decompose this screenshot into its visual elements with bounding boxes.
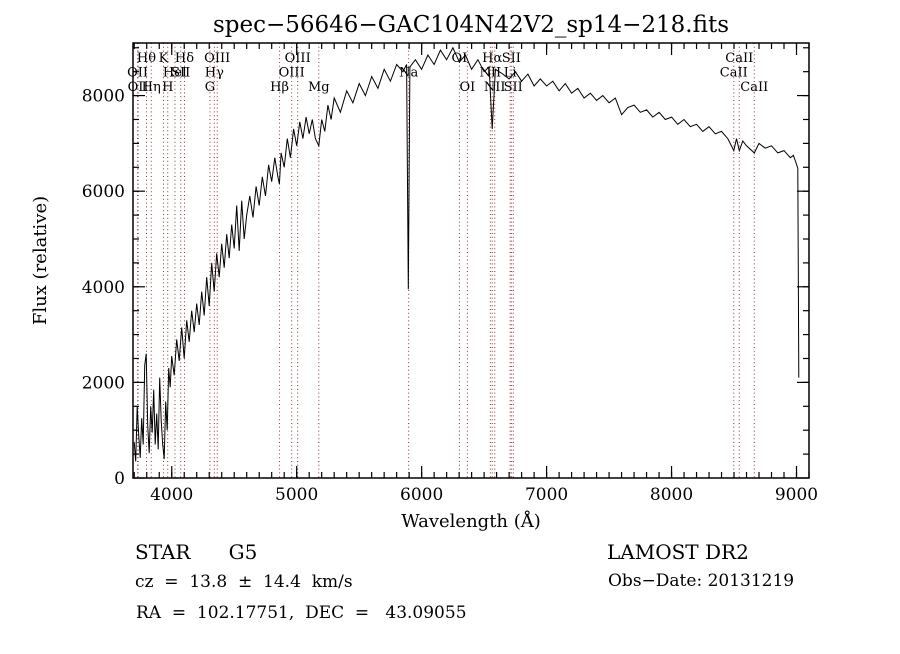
spectral-line-label: NII bbox=[480, 66, 502, 81]
chart-text: spec−56646−GAC104N42V2_sp14−218.fits Wave… bbox=[30, 12, 729, 532]
cz-velocity-label: cz = 13.8 ± 14.4 km/s bbox=[135, 572, 353, 592]
spectral-line-label: OIII bbox=[204, 51, 230, 66]
classification-label: STAR G5 bbox=[135, 540, 258, 564]
x-axis-tick-label: 7000 bbox=[525, 485, 568, 505]
spectral-line-label: OI bbox=[459, 80, 475, 95]
spectral-line-label: Hδ bbox=[175, 51, 194, 66]
x-axis-label: Wavelength (Å) bbox=[401, 510, 541, 532]
chart-title: spec−56646−GAC104N42V2_sp14−218.fits bbox=[213, 12, 729, 38]
spectral-line-label: SII bbox=[502, 51, 521, 66]
x-axis-tick-label: 9000 bbox=[775, 485, 818, 505]
spectral-line-label: OI bbox=[451, 51, 467, 66]
spectral-line-label: K bbox=[159, 51, 169, 66]
x-axis-tick-label: 6000 bbox=[400, 485, 443, 505]
spectral-line-label: H bbox=[162, 80, 173, 95]
spectral-line-label: OII bbox=[127, 66, 148, 81]
spectral-line-label: Hα bbox=[482, 51, 502, 66]
spectral-line-label: OIII bbox=[285, 51, 311, 66]
y-axis-tick-label: 8000 bbox=[82, 87, 125, 107]
ra-dec-label: RA = 102.17751, DEC = 43.09055 bbox=[136, 603, 467, 623]
y-axis-tick-label: 6000 bbox=[82, 182, 125, 202]
spectral-line-label: CaII bbox=[740, 80, 768, 95]
spectral-feature-lines bbox=[137, 43, 755, 478]
plot-frame bbox=[132, 42, 810, 479]
y-axis-tick-label: 2000 bbox=[82, 373, 125, 393]
y-axis-label: Flux (relative) bbox=[30, 196, 51, 325]
spectral-line-label: Li bbox=[504, 66, 517, 81]
x-axis-tick-label: 5000 bbox=[275, 485, 318, 505]
survey-release-label: LAMOST DR2 bbox=[607, 540, 749, 564]
x-axis-tick-label: 4000 bbox=[150, 485, 193, 505]
obs-date-label: Obs−Date: 20131219 bbox=[608, 571, 795, 591]
spectral-line-label: Hγ bbox=[205, 66, 224, 81]
spectral-line-label: Hβ bbox=[270, 80, 289, 95]
y-axis-tick-label: 4000 bbox=[82, 278, 125, 298]
spectral-line-label: OIII bbox=[279, 66, 305, 81]
spectral-line-label: SII bbox=[171, 66, 190, 81]
y-axis-tick-label: 0 bbox=[114, 469, 125, 489]
spectrum-line bbox=[133, 46, 800, 462]
spectral-line-label: SII bbox=[504, 80, 523, 95]
spectral-line-labels: OIIOIIHθHηKHHeISIIHδGHγOIIIHβOIIIOIIIMgN… bbox=[127, 51, 768, 95]
spectral-line-label: HeI bbox=[163, 66, 187, 81]
x-axis-tick-label: 8000 bbox=[650, 485, 693, 505]
spectral-line-label: OII bbox=[128, 80, 149, 95]
spectral-line-label: Hθ bbox=[137, 51, 156, 66]
spectral-line-label: G bbox=[205, 80, 215, 95]
spectral-line-label: CaII bbox=[720, 66, 748, 81]
spectral-line-label: Na bbox=[399, 66, 418, 81]
spectral-line-label: Hη bbox=[142, 80, 161, 95]
spectral-line-label: NII bbox=[484, 80, 506, 95]
spectral-line-label: Mg bbox=[308, 80, 330, 95]
axes: 4000 5000 6000 7000 8000 9000 0 2000 4000 6000 800… bbox=[82, 43, 818, 505]
spectrum-series bbox=[133, 46, 800, 462]
spectral-line-label: CaII bbox=[725, 51, 753, 66]
